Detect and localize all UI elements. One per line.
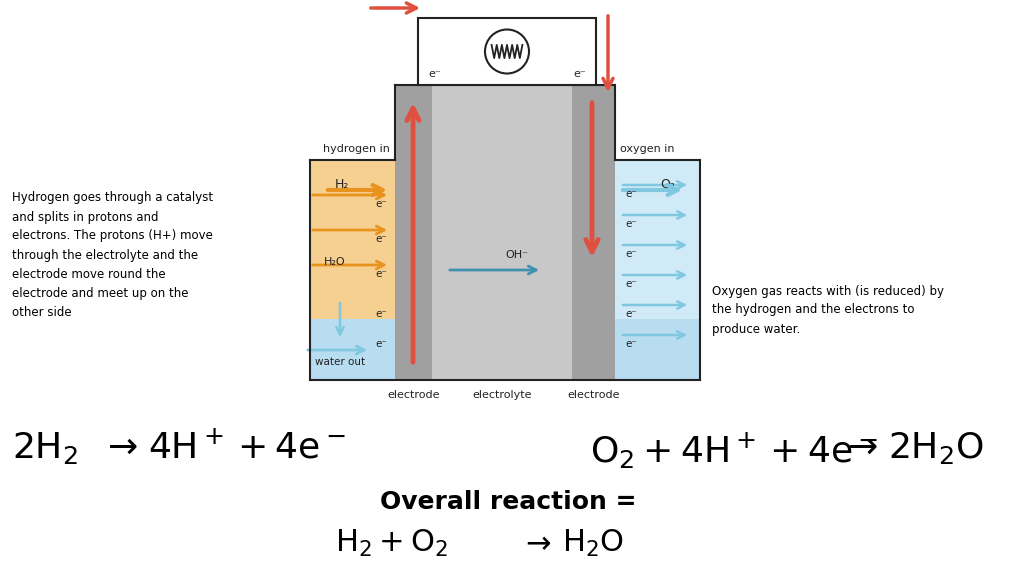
Text: e⁻: e⁻ bbox=[625, 249, 637, 259]
Bar bbox=[310, 319, 395, 380]
Text: $\mathsf{O_2 + 4H^+ + 4e^-}$: $\mathsf{O_2 + 4H^+ + 4e^-}$ bbox=[590, 430, 879, 471]
Text: e⁻: e⁻ bbox=[625, 339, 637, 349]
Text: e⁻: e⁻ bbox=[375, 199, 387, 209]
Text: OH⁻: OH⁻ bbox=[506, 250, 528, 260]
Text: $\mathsf{2H_2}$: $\mathsf{2H_2}$ bbox=[12, 430, 78, 466]
Text: electrode: electrode bbox=[387, 390, 439, 400]
Text: $\mathsf{\rightarrow}$: $\mathsf{\rightarrow}$ bbox=[100, 430, 137, 464]
Text: e⁻: e⁻ bbox=[625, 189, 637, 199]
Text: e⁻: e⁻ bbox=[625, 309, 637, 319]
Text: electrode: electrode bbox=[567, 390, 620, 400]
Text: $\mathsf{H_2 + O_2}$: $\mathsf{H_2 + O_2}$ bbox=[335, 528, 447, 559]
Text: $\mathsf{\rightarrow}$: $\mathsf{\rightarrow}$ bbox=[520, 528, 552, 557]
Text: $\mathsf{H_2O}$: $\mathsf{H_2O}$ bbox=[562, 528, 624, 559]
Text: O₂: O₂ bbox=[660, 178, 675, 191]
Text: e⁻: e⁻ bbox=[375, 309, 387, 319]
Text: e⁻: e⁻ bbox=[375, 339, 387, 349]
Text: Overall reaction =: Overall reaction = bbox=[380, 490, 637, 514]
Text: e⁻: e⁻ bbox=[625, 279, 637, 289]
Text: e⁻: e⁻ bbox=[625, 219, 637, 229]
Text: e⁻: e⁻ bbox=[375, 234, 387, 244]
Bar bbox=[432, 85, 572, 380]
Text: electrolyte: electrolyte bbox=[472, 390, 531, 400]
Text: oxygen in: oxygen in bbox=[620, 144, 675, 154]
Text: water out: water out bbox=[315, 357, 366, 367]
Bar bbox=[418, 18, 596, 85]
Text: H₂O: H₂O bbox=[325, 257, 346, 267]
Bar bbox=[615, 319, 700, 380]
Bar bbox=[572, 85, 615, 380]
Text: e⁻: e⁻ bbox=[428, 69, 440, 79]
Text: $\mathsf{\rightarrow}$: $\mathsf{\rightarrow}$ bbox=[840, 430, 878, 464]
Bar bbox=[395, 85, 432, 380]
Text: $\mathsf{2H_2O}$: $\mathsf{2H_2O}$ bbox=[888, 430, 984, 466]
Text: hydrogen in: hydrogen in bbox=[324, 144, 390, 154]
Text: e⁻: e⁻ bbox=[573, 69, 586, 79]
Text: $\mathsf{4H^+ + 4e^-}$: $\mathsf{4H^+ + 4e^-}$ bbox=[148, 430, 346, 465]
Text: Oxygen gas reacts with (is reduced) by
the hydrogen and the electrons to
produce: Oxygen gas reacts with (is reduced) by t… bbox=[712, 285, 944, 335]
Text: e⁻: e⁻ bbox=[375, 269, 387, 279]
Text: H₂: H₂ bbox=[335, 178, 349, 191]
Bar bbox=[310, 160, 395, 380]
Text: Hydrogen goes through a catalyst
and splits in protons and
electrons. The proton: Hydrogen goes through a catalyst and spl… bbox=[12, 191, 213, 319]
Bar bbox=[615, 160, 700, 380]
